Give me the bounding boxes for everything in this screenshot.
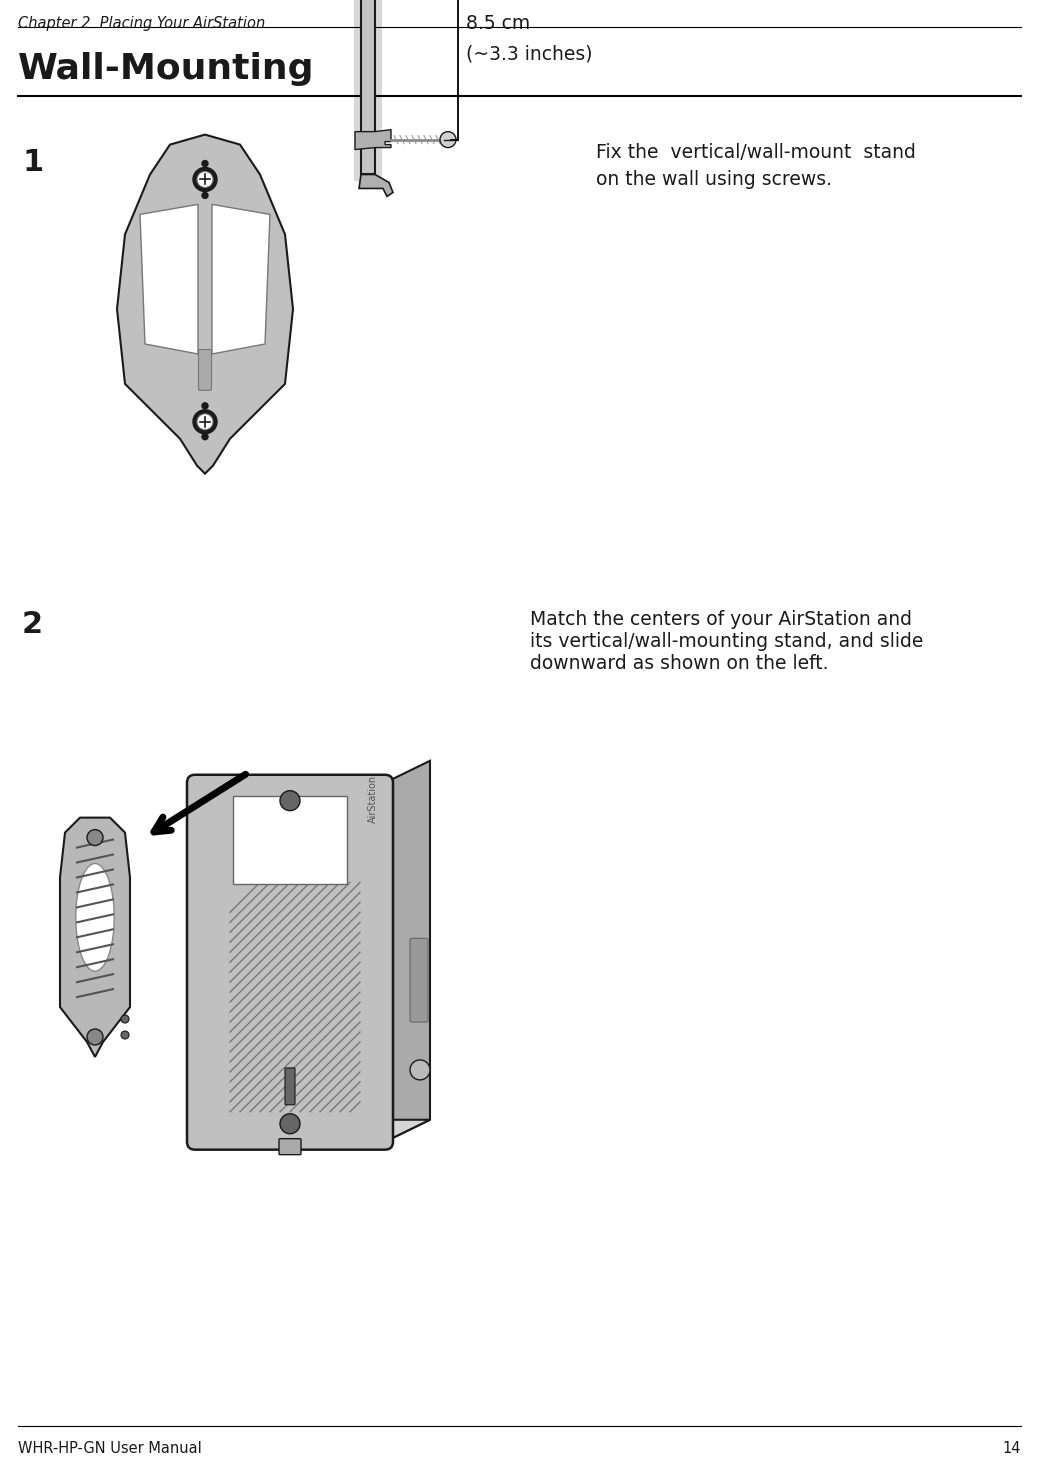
Polygon shape [117,134,293,474]
Polygon shape [60,817,130,1056]
FancyBboxPatch shape [279,1138,301,1154]
Circle shape [121,1015,129,1023]
Polygon shape [140,204,198,355]
Circle shape [193,410,217,433]
Text: Fix the  vertical/wall-mount  stand: Fix the vertical/wall-mount stand [596,143,915,162]
Circle shape [202,193,208,198]
Circle shape [202,160,208,166]
Text: Wall-Mounting: Wall-Mounting [18,53,315,86]
FancyBboxPatch shape [187,775,393,1150]
FancyBboxPatch shape [233,795,347,884]
Text: 1: 1 [22,147,44,177]
Polygon shape [212,204,270,355]
Circle shape [121,1032,129,1039]
Polygon shape [359,175,393,197]
FancyBboxPatch shape [361,0,375,175]
Polygon shape [385,760,430,1142]
Circle shape [202,403,208,409]
Circle shape [197,172,213,187]
Text: 2: 2 [22,610,44,639]
Text: AirStation: AirStation [368,775,378,823]
Circle shape [87,830,103,846]
Text: Match the centers of your AirStation and
its vertical/wall-mounting stand, and s: Match the centers of your AirStation and… [530,610,924,673]
Text: on the wall using screws.: on the wall using screws. [596,169,832,188]
Circle shape [279,791,300,811]
FancyBboxPatch shape [285,1068,295,1104]
FancyBboxPatch shape [410,938,428,1023]
Circle shape [197,414,213,430]
Ellipse shape [76,864,114,972]
Circle shape [202,433,208,439]
FancyBboxPatch shape [198,350,212,391]
Circle shape [193,168,217,191]
Text: WHR-HP-GN User Manual: WHR-HP-GN User Manual [18,1441,202,1456]
Circle shape [410,1059,430,1080]
FancyBboxPatch shape [354,0,382,181]
Text: (~3.3 inches): (~3.3 inches) [467,44,592,63]
Circle shape [87,1029,103,1045]
Text: 8.5 cm: 8.5 cm [467,15,530,34]
Polygon shape [195,1119,430,1142]
Circle shape [439,131,456,147]
Polygon shape [355,130,391,150]
Text: Chapter 2  Placing Your AirStation: Chapter 2 Placing Your AirStation [18,16,265,31]
Text: 14: 14 [1003,1441,1021,1456]
Circle shape [279,1113,300,1134]
